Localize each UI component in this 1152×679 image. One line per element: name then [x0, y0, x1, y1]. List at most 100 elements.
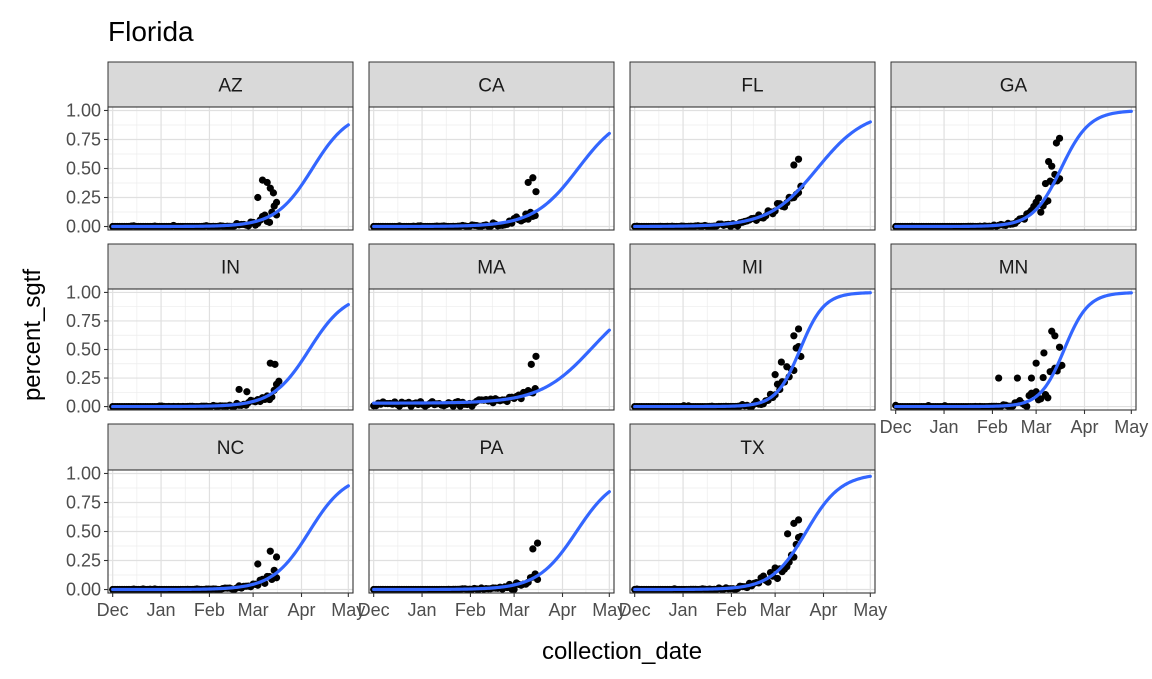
panel-in: IN 0.00 0.25 0.50 0.75 1.00 — [66, 243, 354, 417]
panel-border — [890, 106, 1137, 231]
panel-nc: NC 0.00 0.25 0.50 0.75 1.00 Dec Jan Feb Mar Apr May — [66, 423, 365, 620]
y-tick-label: 0.25 — [66, 551, 101, 571]
data-point — [1032, 359, 1040, 367]
data-point — [263, 178, 271, 187]
x-tick-label: Feb — [194, 600, 225, 620]
panel-strip-label: IN — [221, 258, 240, 279]
fit-line — [894, 109, 1133, 229]
x-tick-label: Apr — [548, 600, 576, 620]
x-tick-label: Feb — [716, 600, 747, 620]
panel-strip-label: MN — [999, 258, 1029, 279]
panel-strip — [629, 61, 876, 108]
panel-strip — [890, 243, 1137, 290]
data-point — [269, 189, 278, 197]
panel-ga: GA — [890, 61, 1137, 231]
x-tick-label: Jan — [408, 600, 437, 620]
fit-line — [111, 484, 350, 592]
data-point — [235, 385, 243, 394]
x-tick-label: Jan — [669, 600, 698, 620]
panel-border — [629, 106, 876, 231]
x-tick-label: Jan — [930, 417, 959, 437]
data-point — [529, 545, 537, 553]
x-tick-label: Dec — [880, 417, 912, 437]
data-point — [790, 161, 798, 169]
fit-line — [111, 303, 350, 409]
data-point — [1039, 373, 1047, 382]
panel-fl: FL — [629, 61, 876, 231]
data-point — [1044, 394, 1052, 402]
data-point — [524, 178, 532, 187]
panel-mi: MI — [629, 243, 876, 411]
panel-border — [368, 469, 615, 594]
data-point — [1051, 332, 1059, 340]
data-point — [266, 547, 274, 555]
x-tick-label: Mar — [760, 600, 791, 620]
data-point — [1041, 179, 1050, 188]
y-tick-label: 0.50 — [66, 159, 101, 179]
data-point — [1034, 194, 1043, 202]
data-point — [1023, 402, 1031, 411]
data-point — [1058, 361, 1066, 369]
y-tick-label: 0.75 — [66, 129, 101, 149]
y-tick-label: 1.00 — [66, 100, 101, 120]
x-axis-title: collection_date — [542, 638, 702, 665]
x-tick-label: Apr — [809, 600, 837, 620]
y-tick-label: 0.00 — [66, 580, 101, 600]
x-tick-label: May — [592, 600, 626, 620]
data-point — [243, 388, 251, 396]
panel-strip-label: TX — [740, 438, 765, 459]
panel-mn: MN Dec Jan Feb Mar Apr May — [880, 243, 1148, 437]
panel-ca: CA — [368, 61, 615, 231]
fit-line — [633, 291, 872, 409]
y-tick-label: 0.00 — [66, 397, 101, 417]
x-tick-label: Dec — [619, 600, 651, 620]
panel-strip — [107, 423, 354, 471]
chart-title: Florida — [108, 16, 194, 47]
data-point — [272, 553, 281, 561]
panel-strip — [629, 423, 876, 471]
fit-line — [111, 123, 350, 229]
data-point — [1048, 162, 1056, 170]
x-tick-label: Dec — [358, 600, 390, 620]
data-point — [529, 174, 537, 182]
x-tick-label: Apr — [287, 600, 315, 620]
panel-strip-label: MI — [742, 258, 763, 279]
x-tick-label: May — [1114, 417, 1148, 437]
data-point — [254, 193, 262, 202]
data-point — [784, 530, 792, 538]
data-point — [794, 155, 803, 163]
panel-strip — [890, 61, 1137, 108]
data-point — [1027, 374, 1036, 382]
panel-pa: PA Dec Jan Feb Mar Apr May — [358, 423, 626, 620]
data-point — [790, 332, 798, 340]
x-tick-label: Feb — [455, 600, 486, 620]
panel-tx: TX Dec Jan Feb Mar Apr May — [619, 423, 887, 620]
data-point — [510, 585, 518, 594]
panel-border — [629, 288, 876, 411]
y-tick-label: 1.00 — [66, 463, 101, 483]
panel-border — [368, 288, 615, 411]
panel-strip — [368, 423, 615, 471]
y-tick-label: 0.00 — [66, 217, 101, 237]
x-tick-label: Feb — [977, 417, 1008, 437]
x-tick-label: May — [853, 600, 887, 620]
facet-panels: AZ 0.00 0.25 0.50 0.75 1.00 CA FL GA IN 0.00 0.25 0.… — [66, 61, 1148, 620]
data-point — [1013, 374, 1022, 382]
panel-border — [368, 106, 615, 231]
y-tick-label: 0.25 — [66, 368, 101, 388]
fit-line — [894, 291, 1133, 409]
y-tick-label: 0.75 — [66, 311, 101, 331]
y-tick-label: 0.50 — [66, 340, 101, 360]
data-point — [773, 574, 782, 583]
data-point — [1037, 395, 1045, 403]
panel-strip — [368, 61, 615, 108]
y-tick-label: 0.25 — [66, 188, 101, 208]
fit-line — [372, 490, 611, 592]
data-point — [794, 325, 803, 333]
panel-strip-label: FL — [741, 76, 763, 97]
x-tick-label: Jan — [147, 600, 176, 620]
panel-ma: MA — [368, 243, 615, 411]
data-point — [771, 371, 779, 379]
fit-line — [633, 474, 872, 592]
